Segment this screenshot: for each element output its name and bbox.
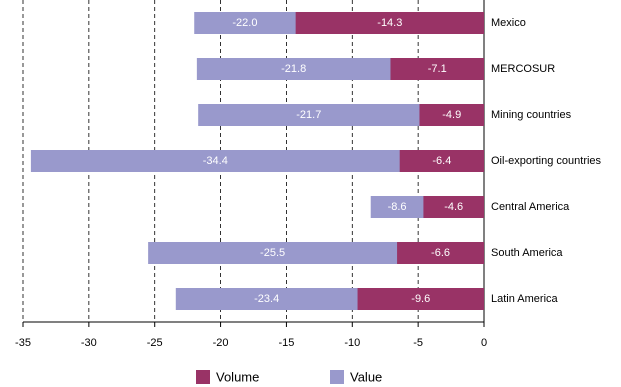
category-label: Mexico (491, 17, 526, 29)
category-label: Central America (491, 201, 570, 213)
value-label: -22.0 (232, 17, 257, 29)
x-tick-label: -10 (344, 337, 360, 349)
x-tick-label: -5 (413, 337, 423, 349)
category-label: Oil-exporting countries (491, 155, 602, 167)
value-label: -14.3 (377, 17, 402, 29)
x-tick-label: 0 (481, 337, 487, 349)
x-tick-label: -20 (213, 337, 229, 349)
legend-label: Value (350, 369, 382, 384)
x-tick-label: -15 (278, 337, 294, 349)
value-label: -21.7 (296, 109, 321, 121)
category-label: Mining countries (491, 109, 572, 121)
bar (30, 150, 484, 172)
category-label: Latin America (491, 293, 559, 305)
bar (397, 242, 484, 264)
bar (399, 150, 484, 172)
bar (357, 288, 484, 310)
category-label: MERCOSUR (491, 63, 555, 75)
legend-swatch (330, 370, 344, 384)
value-label: -6.6 (431, 247, 450, 259)
value-label: -8.6 (388, 201, 407, 213)
value-label: -34.4 (203, 155, 228, 167)
x-tick-label: -30 (81, 337, 97, 349)
legend-swatch (196, 370, 210, 384)
bar (198, 104, 484, 126)
value-label: -23.4 (254, 293, 279, 305)
bar (423, 196, 484, 218)
category-label: South America (491, 247, 563, 259)
x-tick-label: -25 (147, 337, 163, 349)
value-label: -9.6 (411, 293, 430, 305)
value-label: -7.1 (428, 63, 447, 75)
value-label: -6.4 (432, 155, 451, 167)
legend-label: Volume (216, 369, 259, 384)
bar (295, 12, 484, 34)
x-tick-label: -35 (15, 337, 31, 349)
bar (419, 104, 484, 126)
value-label: -25.5 (260, 247, 285, 259)
value-label: -4.9 (442, 109, 461, 121)
bar (390, 58, 484, 80)
value-label: -4.6 (444, 201, 463, 213)
value-label: -21.8 (281, 63, 306, 75)
